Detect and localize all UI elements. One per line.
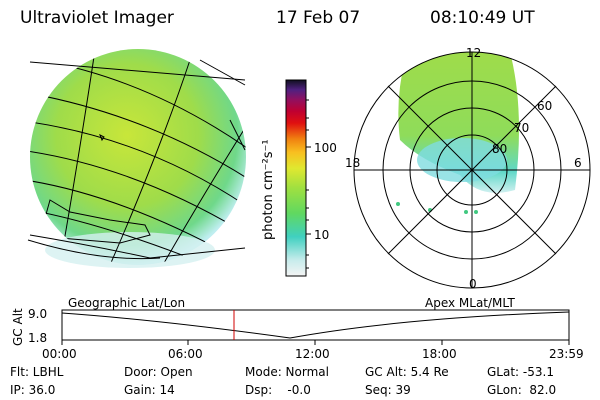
orbit-x-tick: 06:00 — [168, 347, 203, 361]
observation-date: 17 Feb 07 — [276, 8, 361, 28]
colorbar-unit-label: photon cm⁻²s⁻¹ — [261, 139, 276, 240]
orbit-right-label: Apex MLat/MLT — [425, 296, 515, 310]
orbit-y-tick-top: 9.0 — [28, 307, 48, 321]
info-glon: GLon: 82.0 — [487, 383, 557, 397]
mlt-label-0: 0 — [469, 277, 477, 291]
orbit-y-axis-label: GC Alt — [11, 308, 25, 346]
lat-label-70: 70 — [514, 121, 530, 135]
info-mode: Mode: Normal — [245, 365, 329, 379]
earth-image — [27, 49, 246, 268]
info-flt: Flt: LBHL — [10, 365, 64, 379]
info-dsp: Dsp: -0.0 — [245, 383, 311, 397]
info-seq: Seq: 39 — [365, 383, 411, 397]
orbit-x-tick: 12:00 — [295, 347, 330, 361]
orbit-x-tick: 00:00 — [42, 347, 77, 361]
info-ip: IP: 36.0 — [10, 383, 56, 397]
polar-plot — [353, 51, 591, 289]
mlt-label-18: 18 — [345, 156, 361, 170]
colorbar-tick-10: 10 — [314, 228, 330, 242]
info-glat: GLat: -53.1 — [487, 365, 554, 379]
info-door: Door: Open — [124, 365, 193, 379]
lat-label-60: 60 — [537, 99, 553, 113]
orbit-y-tick-bottom: 1.8 — [28, 331, 48, 345]
orbit-x-tick: 23:59 — [549, 347, 584, 361]
info-gcalt: GC Alt: 5.4 Re — [365, 365, 449, 379]
colorbar — [285, 79, 311, 277]
instrument-title: Ultraviolet Imager — [20, 8, 174, 28]
lat-label-80: 80 — [492, 142, 508, 156]
mlt-label-6: 6 — [574, 156, 582, 170]
info-gain: Gain: 14 — [124, 383, 175, 397]
orbit-x-tick: 18:00 — [422, 347, 457, 361]
mlt-label-12: 12 — [466, 46, 482, 60]
orbit-panel — [61, 309, 570, 345]
orbit-left-label: Geographic Lat/Lon — [68, 296, 186, 310]
observation-time: 08:10:49 UT — [430, 8, 535, 28]
colorbar-tick-100: 100 — [314, 141, 337, 155]
